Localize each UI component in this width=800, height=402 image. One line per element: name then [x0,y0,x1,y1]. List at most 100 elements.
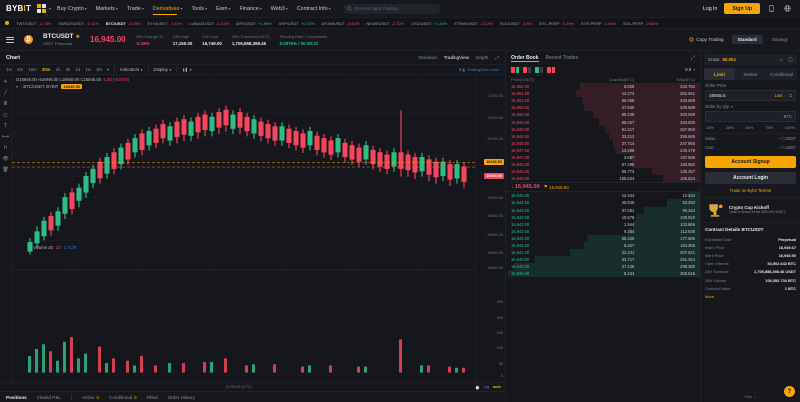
tab-tradingview[interactable]: TradingView [443,55,470,60]
download-app-icon[interactable] [767,4,776,13]
orderbook-row-ask[interactable]: 16,948.00 27.714 247.955 [506,139,700,147]
orderbook-layout-mixed-icon[interactable] [547,66,555,73]
ticker-item[interactable]: ATOM/USDT -0.82% [322,21,360,26]
chart-fullscreen-icon[interactable]: ⤢ [495,55,499,60]
orderbook-layout-both-icon[interactable] [511,66,519,73]
apps-grid-icon[interactable] [37,4,47,13]
contract-more-link[interactable]: More [705,294,715,300]
search-input[interactable]: 0% Fee Spot Trading [342,3,441,14]
ticker-item[interactable]: SWEAT/USDT -0.11% [58,21,98,26]
crosshair-icon[interactable]: ✛ [3,78,8,85]
orderbook-row-ask[interactable]: 16,951.50 12.273 352.941 [506,90,700,98]
promo-banner[interactable]: Crypto Cup Kickoff Grab a Share of the 5… [701,197,800,222]
nav-item-markets[interactable]: Markets ▾ [96,0,118,18]
tab-conditional[interactable]: Conditional 0 [109,395,137,400]
ticker-item[interactable]: ETHW/USDT -2.12% [454,21,492,26]
display-button[interactable]: Display ▾ [153,67,172,72]
orderbook-row-bid[interactable]: 16,941.50 6.427 184.256 [506,241,700,250]
ticker-item[interactable]: CKD/USDT +1.34% [411,21,447,26]
tab-order-book[interactable]: Order Book [511,51,539,64]
orderbook-row-ask[interactable]: 16,946.50 57.295 192.552 [506,161,700,169]
orderbook-layout-bids-icon[interactable] [535,66,543,73]
orderbook-row-bid[interactable]: 16,940.50 53.717 261.254 [506,256,700,264]
order-price-input[interactable]: 16945.5 Last | ⌗ [705,90,796,101]
pct-50[interactable]: 50% [745,125,754,130]
orderbook-row-bid[interactable]: 16,944.00 37.051 90.344 [506,206,700,214]
orderbook-row-ask[interactable]: 16,947.00 3.687 197.589 [506,153,700,162]
ticker-item[interactable]: ETH/USDT -1.40% [148,21,183,26]
timeframe-1w[interactable]: 1w [85,67,91,72]
magnet-icon[interactable]: ⊓ [3,144,8,151]
auto-scale-toggle[interactable]: auto [492,385,501,389]
orderbook-row-bid[interactable]: 16,943.50 10.578 100.922 [506,213,700,221]
orderbook-row-ask[interactable]: 16,952.00 9.825 342.762 [506,83,700,91]
tab-market[interactable]: Market [743,71,758,77]
shapes-icon[interactable]: ◻ [3,111,8,118]
calculator-icon[interactable]: ⌗ [789,93,792,98]
nav-item-derivatives[interactable]: Derivatives ▾ [152,0,183,18]
tab-positions[interactable]: Positions [6,395,27,400]
menu-burger-icon[interactable] [6,36,14,43]
nav-item-trade[interactable]: Trade ▾ [127,0,144,18]
indicators-button[interactable]: Indicators ▾ [120,67,143,72]
symbol-collapse-icon[interactable]: ▾ [16,84,19,89]
margin-mode-selector[interactable]: Cross 50.00x ▾ [704,54,797,65]
timeframe-30m[interactable]: 30m [41,67,51,72]
ticker-item[interactable]: LUNA2/USDT -0.41% [189,21,229,26]
orderbook-row-ask[interactable]: 16,945.50 105.624 105.624 [506,175,700,183]
signup-button[interactable]: Sign Up [724,3,760,14]
market-ticker-bar[interactable]: TWT/USDT -2.75% SWEAT/USDT -0.11% BTC/USDT… [0,18,800,29]
timezone-icon[interactable]: ⌚ [475,385,480,390]
orderbook-row-ask[interactable]: 16,946.00 55.773 135.257 [506,168,700,176]
eye-icon[interactable]: 👁 [2,155,9,162]
tick-size-selector[interactable]: 0.5 ▾ [685,67,695,72]
settings-icon[interactable] [788,57,793,62]
layout-strategy-button[interactable]: Strategy [771,37,788,42]
timeframe-1h[interactable]: 1h [55,67,61,72]
orderbook-row-ask[interactable]: 16,947.50 13.288 240.279 [506,146,700,154]
text-tool-icon[interactable]: T [3,122,8,129]
ticker-item[interactable]: APE/USDT +1.59% [236,21,272,26]
ticker-item[interactable]: XRP/USDT +0.74% [279,21,315,26]
leverage-value[interactable]: 50.00x [722,57,736,62]
tab-conditional-order[interactable]: Conditional [770,71,793,77]
hide-panel-toggle[interactable]: Hide ⌄ [744,395,757,399]
orderbook-row-bid[interactable]: 16,944.50 40.849 53.293 [506,199,700,207]
timeframe-5m[interactable]: 5m [17,67,24,72]
tab-filled[interactable]: Filled [147,395,158,400]
timeframe-1d[interactable]: 1d [75,67,81,72]
pair-selector[interactable]: BTCUSDT ★ USDT Perpetual [43,33,80,46]
orderbook-row-bid[interactable]: 16,942.00 65.325 177.885 [506,234,700,242]
ticker-item[interactable]: TWT/USDT -2.75% [16,21,51,26]
tab-active-orders[interactable]: Active 0 [82,395,99,400]
nav-item-buy-crypto[interactable]: Buy Crypto ▾ [57,0,87,18]
tab-limit[interactable]: Limit [704,68,735,80]
log-scale-toggle[interactable]: log [483,385,489,389]
favorite-star-icon[interactable]: ★ [75,33,81,40]
candlestick-canvas[interactable]: O16946.00 H16946.00 L16945.00 C16945.00 … [12,75,475,382]
ticker-item[interactable]: SOL-PERP -0.84% [623,21,658,26]
last-price-shortcut[interactable]: Last [774,93,783,98]
orderbook-row-ask[interactable]: 16,948.50 33.212 256.686 [506,132,700,140]
orderbook-row-bid[interactable]: 16,939.50 8.234 306.615 [506,270,700,278]
tab-standard[interactable]: Standard [418,55,437,60]
orderbook-row-ask[interactable]: 16,949.50 56.027 283.830 [506,118,700,126]
nav-item-tools[interactable]: Tools ▾ [192,0,208,18]
qty-percent-slider[interactable]: 10% 25% 50% 75% 100% [701,122,800,130]
nav-item-contract-info[interactable]: Contract Info ▾ [297,0,331,18]
chart-type-icon[interactable]: ▾ [182,67,192,73]
timeframe-15m[interactable]: 15m [28,67,37,72]
volume-collapse-icon[interactable]: ▾ [28,245,31,250]
pct-100[interactable]: 100% [784,125,795,130]
measure-icon[interactable]: ⟷ [1,133,10,140]
ticker-item[interactable]: ETH-PERP -1.44% [581,21,616,26]
testnet-link[interactable]: Trade on Bybit Testnet [729,188,772,193]
nav-item-earn[interactable]: Earn ▾ [216,0,230,18]
support-chat-button[interactable]: ? [784,386,795,397]
timeframe-1m[interactable]: 1m [6,67,13,72]
pct-10[interactable]: 10% [706,125,715,130]
login-button[interactable]: Log In [702,5,718,12]
ticker-item[interactable]: SOL/USDT -0.8% [500,21,532,26]
tab-depth[interactable]: Depth [476,55,489,60]
orderbook-row-ask[interactable]: 16,950.00 59.239 303.069 [506,111,700,119]
